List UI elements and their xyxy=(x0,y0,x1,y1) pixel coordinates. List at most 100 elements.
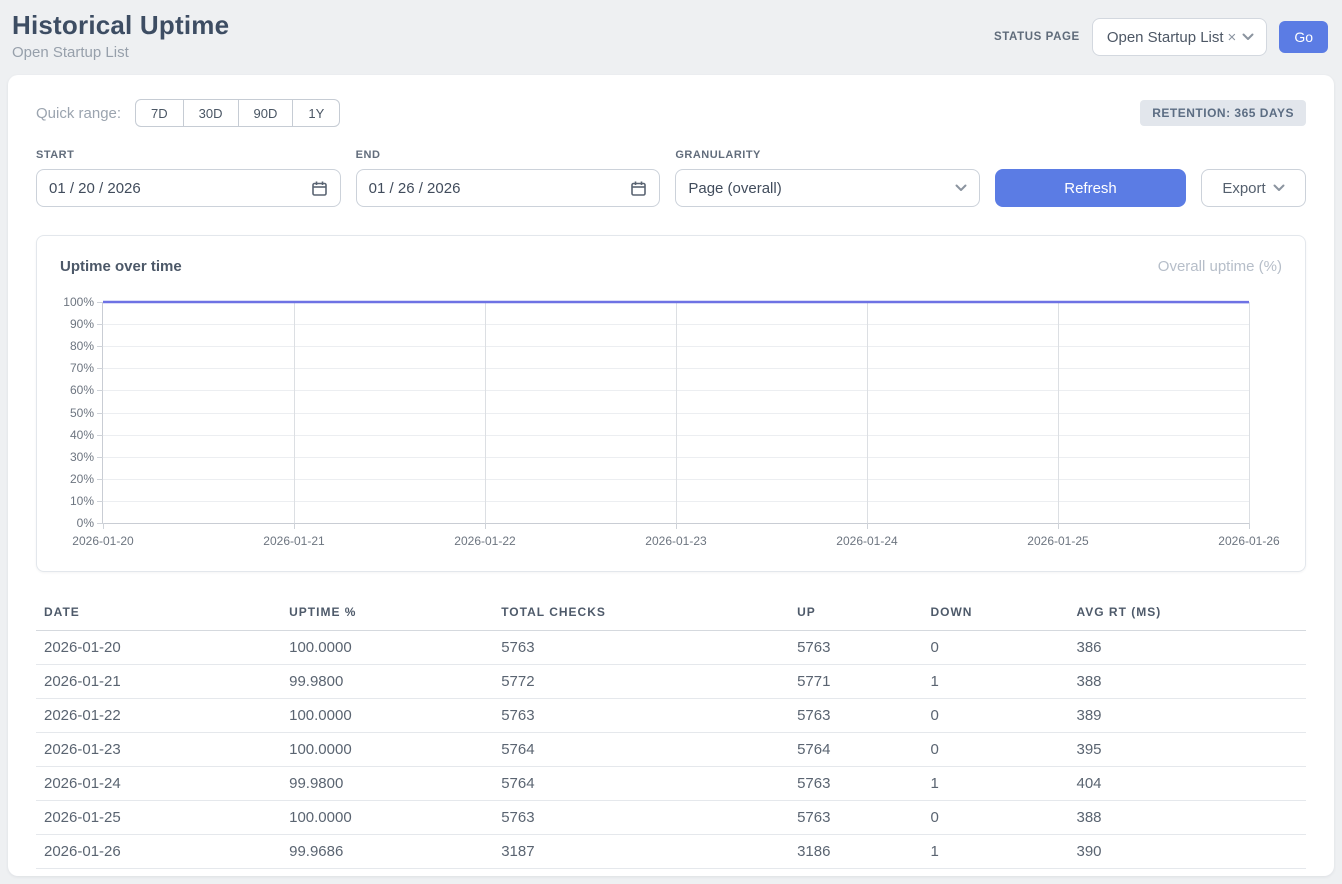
export-button[interactable]: Export xyxy=(1201,169,1307,207)
table-cell: 1 xyxy=(922,766,1069,801)
y-axis-label: 100% xyxy=(63,295,94,309)
x-axis-label: 2026-01-25 xyxy=(1027,534,1089,548)
quick-range-7d-button[interactable]: 7D xyxy=(135,99,184,127)
table-cell: 1 xyxy=(922,664,1069,699)
quick-range-label: Quick range: xyxy=(36,104,122,122)
table-cell: 100.0000 xyxy=(281,698,494,733)
table-cell: 99.9686 xyxy=(281,834,494,869)
table-cell: 5764 xyxy=(493,766,790,801)
table-row: 2026-01-21 99.9800 5772 5771 1 388 xyxy=(36,664,1306,699)
x-axis-tick xyxy=(867,523,868,529)
table-row: 2026-01-23 100.0000 5764 5764 0 395 xyxy=(36,732,1306,767)
x-axis-label: 2026-01-20 xyxy=(72,534,134,548)
start-label: START xyxy=(36,149,75,161)
x-gridline xyxy=(676,302,677,523)
column-header-avg-rt-ms-: AVG RT (MS) xyxy=(1068,596,1306,631)
table-row: 2026-01-26 99.9686 3187 3186 1 390 xyxy=(36,834,1306,869)
page-title: Historical Uptime xyxy=(12,10,230,40)
uptime-chart-plot: 0% 10% 20% 30% 40% 50% 60% 70% 80% 90% 100% 2026-01… xyxy=(63,295,1279,548)
y-axis-label: 50% xyxy=(69,405,94,420)
status-page-label: STATUS PAGE xyxy=(993,31,1080,43)
y-axis-tick xyxy=(97,478,103,480)
granularity-value: Page (overall) xyxy=(688,179,782,197)
uptime-line-series xyxy=(103,302,1249,523)
y-axis-tick xyxy=(97,500,103,502)
quick-range-1y-button[interactable]: 1Y xyxy=(293,99,341,127)
uptime-table: DATE UPTIME % TOTAL CHECKS UP DOWN AVG RT (MS… xyxy=(36,596,1306,869)
table-cell: 5763 xyxy=(789,766,923,801)
table-cell: 388 xyxy=(1068,664,1306,699)
table-cell: 100.0000 xyxy=(281,800,494,835)
table-cell: 386 xyxy=(1068,630,1306,665)
table-cell: 3186 xyxy=(789,834,923,869)
table-cell: 3187 xyxy=(493,834,790,869)
table-cell: 5763 xyxy=(493,698,790,733)
table-cell: 404 xyxy=(1068,766,1306,801)
start-date-value: 01 / 20 / 2026 xyxy=(49,179,141,197)
table-cell: 5763 xyxy=(789,630,923,665)
x-axis-tick xyxy=(103,523,104,529)
granularity-select[interactable]: Page (overall) xyxy=(675,169,981,207)
x-axis-label: 2026-01-23 xyxy=(645,534,707,548)
table-cell: 100.0000 xyxy=(281,630,494,665)
y-axis-label: 10% xyxy=(69,493,94,508)
column-header-date: DATE xyxy=(36,596,282,631)
x-gridline xyxy=(867,302,868,523)
status-page-selected-value: Open Startup List xyxy=(1106,28,1224,46)
quick-range-group: 7D 30D 90D 1Y xyxy=(135,99,341,127)
y-axis-tick xyxy=(97,434,103,436)
chevron-down-icon xyxy=(955,184,967,191)
table-cell: 5764 xyxy=(493,732,790,767)
table-cell: 0 xyxy=(922,630,1069,665)
page-subtitle: Open Startup List xyxy=(12,44,129,61)
retention-badge: RETENTION: 365 DAYS xyxy=(1140,100,1306,126)
y-axis-tick xyxy=(97,368,103,370)
calendar-icon[interactable] xyxy=(311,180,328,197)
table-cell: 100.0000 xyxy=(281,732,494,767)
start-date-input[interactable]: 01 / 20 / 2026 xyxy=(36,169,341,207)
y-axis-tick xyxy=(97,390,103,392)
y-axis-label: 60% xyxy=(69,383,94,398)
table-cell: 2026-01-24 xyxy=(36,766,282,801)
quick-range-30d-button[interactable]: 30D xyxy=(183,99,239,127)
column-header-up: UP xyxy=(789,596,923,631)
quick-range-row: Quick range: 7D 30D 90D 1Y RETENTION: 365 D… xyxy=(36,99,1306,127)
y-axis-label: 80% xyxy=(69,339,94,354)
table-cell: 395 xyxy=(1068,732,1306,767)
table-cell: 0 xyxy=(922,698,1069,733)
x-gridline xyxy=(485,302,486,523)
table-cell: 2026-01-25 xyxy=(36,800,282,835)
status-page-select[interactable]: Open Startup List × xyxy=(1091,18,1268,56)
table-row: 2026-01-24 99.9800 5764 5763 1 404 xyxy=(36,766,1306,801)
table-cell: 5763 xyxy=(789,698,923,733)
x-axis-label: 2026-01-21 xyxy=(263,534,325,548)
title-block: Historical Uptime Open Startup List xyxy=(12,10,229,61)
table-cell: 2026-01-23 xyxy=(36,732,282,767)
x-axis-label: 2026-01-24 xyxy=(836,534,898,548)
end-date-value: 01 / 26 / 2026 xyxy=(368,179,461,197)
clear-icon[interactable]: × xyxy=(1227,28,1237,46)
calendar-icon[interactable] xyxy=(630,180,647,197)
x-axis-tick xyxy=(294,523,295,529)
table-cell: 1 xyxy=(922,834,1069,869)
go-button[interactable]: Go xyxy=(1279,21,1328,53)
table-cell: 2026-01-20 xyxy=(36,630,282,665)
refresh-button[interactable]: Refresh xyxy=(995,169,1187,207)
y-axis-label: 20% xyxy=(69,471,94,486)
end-date-input[interactable]: 01 / 26 / 2026 xyxy=(355,169,661,207)
table-cell: 2026-01-26 xyxy=(36,834,282,869)
table-cell: 390 xyxy=(1068,834,1306,869)
table-row: 2026-01-20 100.0000 5763 5763 0 386 xyxy=(36,630,1306,665)
y-axis-label: 70% xyxy=(69,361,94,376)
column-header-total-checks: TOTAL CHECKS xyxy=(493,596,790,631)
chevron-down-icon xyxy=(1242,33,1254,40)
table-cell: 99.9800 xyxy=(281,766,494,801)
y-axis-tick xyxy=(97,456,103,458)
y-axis-tick xyxy=(97,324,103,326)
table-row: 2026-01-22 100.0000 5763 5763 0 389 xyxy=(36,698,1306,733)
table-row: 2026-01-25 100.0000 5763 5763 0 388 xyxy=(36,800,1306,835)
end-date-field-wrap: END 01 / 26 / 2026 xyxy=(355,149,661,207)
table-cell: 0 xyxy=(922,800,1069,835)
quick-range-90d-button[interactable]: 90D xyxy=(238,99,294,127)
x-axis-tick xyxy=(676,523,677,529)
